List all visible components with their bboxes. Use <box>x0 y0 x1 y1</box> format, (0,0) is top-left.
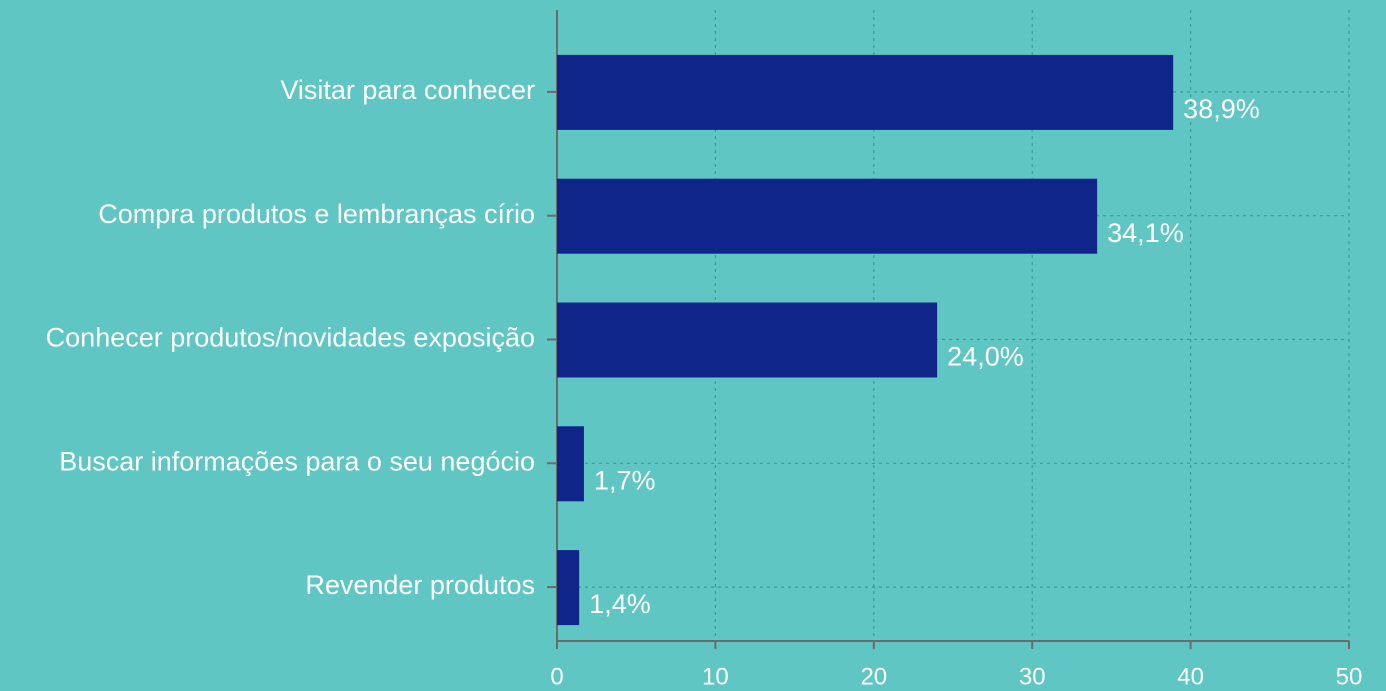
value-label: 1,7% <box>594 465 656 495</box>
bar <box>557 302 938 378</box>
x-tick-label: 0 <box>550 663 563 690</box>
category-label: Buscar informações para o seu negócio <box>59 446 535 476</box>
x-tick-label: 50 <box>1336 663 1363 690</box>
value-label: 1,4% <box>589 589 651 619</box>
bar <box>557 426 584 502</box>
x-tick-label: 30 <box>1019 663 1046 690</box>
value-label: 38,9% <box>1183 94 1260 124</box>
x-tick-label: 40 <box>1177 663 1204 690</box>
category-label: Revender produtos <box>305 570 535 600</box>
x-tick-label: 10 <box>702 663 729 690</box>
category-label: Compra produtos e lembranças círio <box>98 199 535 229</box>
category-label: Visitar para conhecer <box>280 75 535 105</box>
category-label: Conhecer produtos/novidades exposição <box>46 323 535 353</box>
x-tick-label: 20 <box>860 663 887 690</box>
bar <box>557 178 1098 254</box>
value-label: 34,1% <box>1107 218 1184 248</box>
value-label: 24,0% <box>947 342 1024 372</box>
bar <box>557 550 580 626</box>
bar <box>557 54 1174 130</box>
